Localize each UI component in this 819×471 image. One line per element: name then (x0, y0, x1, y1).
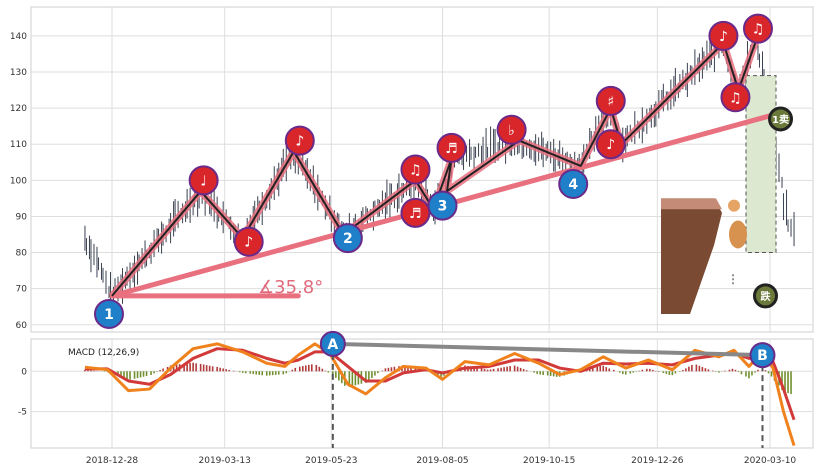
y-tick-label: -5 (18, 408, 27, 418)
pivot-marker-label: ♩ (200, 173, 207, 189)
pivot-marker: ♬ (400, 197, 431, 228)
pivot-marker-circle (558, 168, 589, 199)
macd-dif-line (84, 342, 796, 447)
macd-panel: -5 0 A B (18, 330, 814, 449)
macd-frame (30, 338, 814, 449)
x-tick-label: 2019-10-15 (523, 456, 575, 466)
pivot-marker: 3 (427, 190, 458, 221)
y-tick-label: 0 (21, 367, 27, 377)
pivot-marker-label: ♯ (607, 94, 614, 110)
y-tick-label: 80 (16, 249, 28, 259)
annotation-badge-label: 1卖 (772, 113, 789, 126)
divergence-marker-circle (749, 342, 776, 369)
y-tick-label: 70 (16, 285, 28, 295)
pivot-marker-circle (496, 114, 527, 145)
pivot-marker-label: ♭ (508, 123, 515, 139)
pivot-marker-label: ♫ (729, 90, 742, 106)
pivot-marker-circle (400, 154, 431, 185)
pivot-marker: 4 (558, 168, 589, 199)
dog-head (728, 199, 740, 212)
pivot-marker-circle (233, 226, 264, 257)
divergence-marker: B (749, 342, 776, 369)
pivot-marker: ♫ (720, 82, 751, 113)
cliff-top (661, 198, 722, 210)
macd-label: MACD (12,26,9) (68, 348, 139, 358)
divergence-marker: A (319, 330, 346, 357)
x-tick-label: 2019-03-13 (199, 456, 251, 466)
divergence-marker-label: B (757, 348, 768, 364)
price-panel: 60 70 80 90 100 110 120 130 140 1 ♩ ♪ ♪ 2 ♫ ♬ 3 ♬ ♭ 4 ♯ ♪ ♪ ♫ ♫ 1… (10, 6, 814, 333)
x-tick-label: 2018-12-28 (86, 456, 139, 466)
x-tick-label: 2020-03-10 (744, 456, 797, 466)
pivot-marker-label: ♬ (445, 141, 458, 157)
pivot-marker-circle (436, 132, 467, 163)
pivot-marker-label: ♪ (295, 134, 304, 150)
pivot-marker-circle (742, 13, 773, 44)
x-axis: 2018-12-28 2019-03-13 2019-05-23 2019-08-05… (86, 456, 797, 466)
sell-zone-box (745, 75, 777, 254)
annotation-badge-label: 跌 (760, 290, 771, 303)
dog-figure (728, 199, 747, 286)
pivot-marker-label: ♬ (409, 206, 422, 222)
y-tick-label: 100 (10, 176, 27, 186)
pivot-marker-circle (708, 20, 739, 51)
pivot-marker: ♫ (742, 13, 773, 44)
annotation-badge-circle (768, 106, 794, 132)
cliff-shape (661, 198, 722, 314)
zigzag-line (111, 39, 758, 297)
y-tick-label: 110 (10, 140, 27, 150)
dog-body (729, 220, 747, 249)
y-tick-label: 140 (10, 32, 27, 42)
divergence-marker-label: A (327, 337, 338, 353)
pivot-marker: ♪ (233, 226, 264, 257)
pivot-marker-circle (595, 85, 626, 116)
divergence-line (332, 341, 763, 358)
pivot-marker: ♬ (436, 132, 467, 163)
y-tick-label: 60 (16, 321, 28, 331)
pivot-marker-circle (595, 129, 626, 160)
y-tick-label: 120 (10, 104, 27, 114)
pivot-marker-label: 1 (104, 307, 114, 323)
divergence-marker-circle (319, 330, 346, 357)
x-tick-label: 2019-05-23 (305, 456, 357, 466)
x-tick-label: 2019-08-05 (416, 456, 468, 466)
pivot-marker: 2 (332, 223, 363, 254)
annotation-badge-circle (752, 283, 778, 309)
annotation-badge: 跌 (752, 283, 778, 309)
pivot-marker: ♪ (595, 129, 626, 160)
pivot-marker-circle (284, 125, 315, 156)
x-tick-label: 2019-12-26 (631, 456, 684, 466)
pivot-marker-circle (332, 223, 363, 254)
pivot-marker-label: ♪ (719, 29, 728, 45)
pivot-marker-label: ♫ (409, 163, 422, 179)
y-tick-label: 130 (10, 68, 27, 78)
angle-label: ∡35.8° (258, 277, 323, 298)
pivot-marker-circle (427, 190, 458, 221)
pivot-marker-label: 4 (568, 177, 578, 193)
pivot-marker-label: ♫ (752, 22, 765, 38)
pivot-marker: ♪ (284, 125, 315, 156)
pivot-marker: ♩ (188, 165, 219, 196)
pivot-marker-circle (93, 298, 124, 329)
pivot-marker-label: 2 (343, 231, 353, 247)
pivot-marker-label: ♪ (244, 235, 253, 251)
pivot-marker-circle (188, 165, 219, 196)
pivot-marker: ♯ (595, 85, 626, 116)
pivot-marker: ♪ (708, 20, 739, 51)
y-tick-label: 90 (16, 212, 28, 222)
annotation-badge: 1卖 (768, 106, 794, 132)
pivot-marker: 1 (93, 298, 124, 329)
pivot-marker: ♫ (400, 154, 431, 185)
pivot-marker: ♭ (496, 114, 527, 145)
pivot-marker-label: ♪ (606, 137, 615, 153)
pivot-marker-circle (720, 82, 751, 113)
pivot-marker-label: 3 (438, 199, 448, 215)
